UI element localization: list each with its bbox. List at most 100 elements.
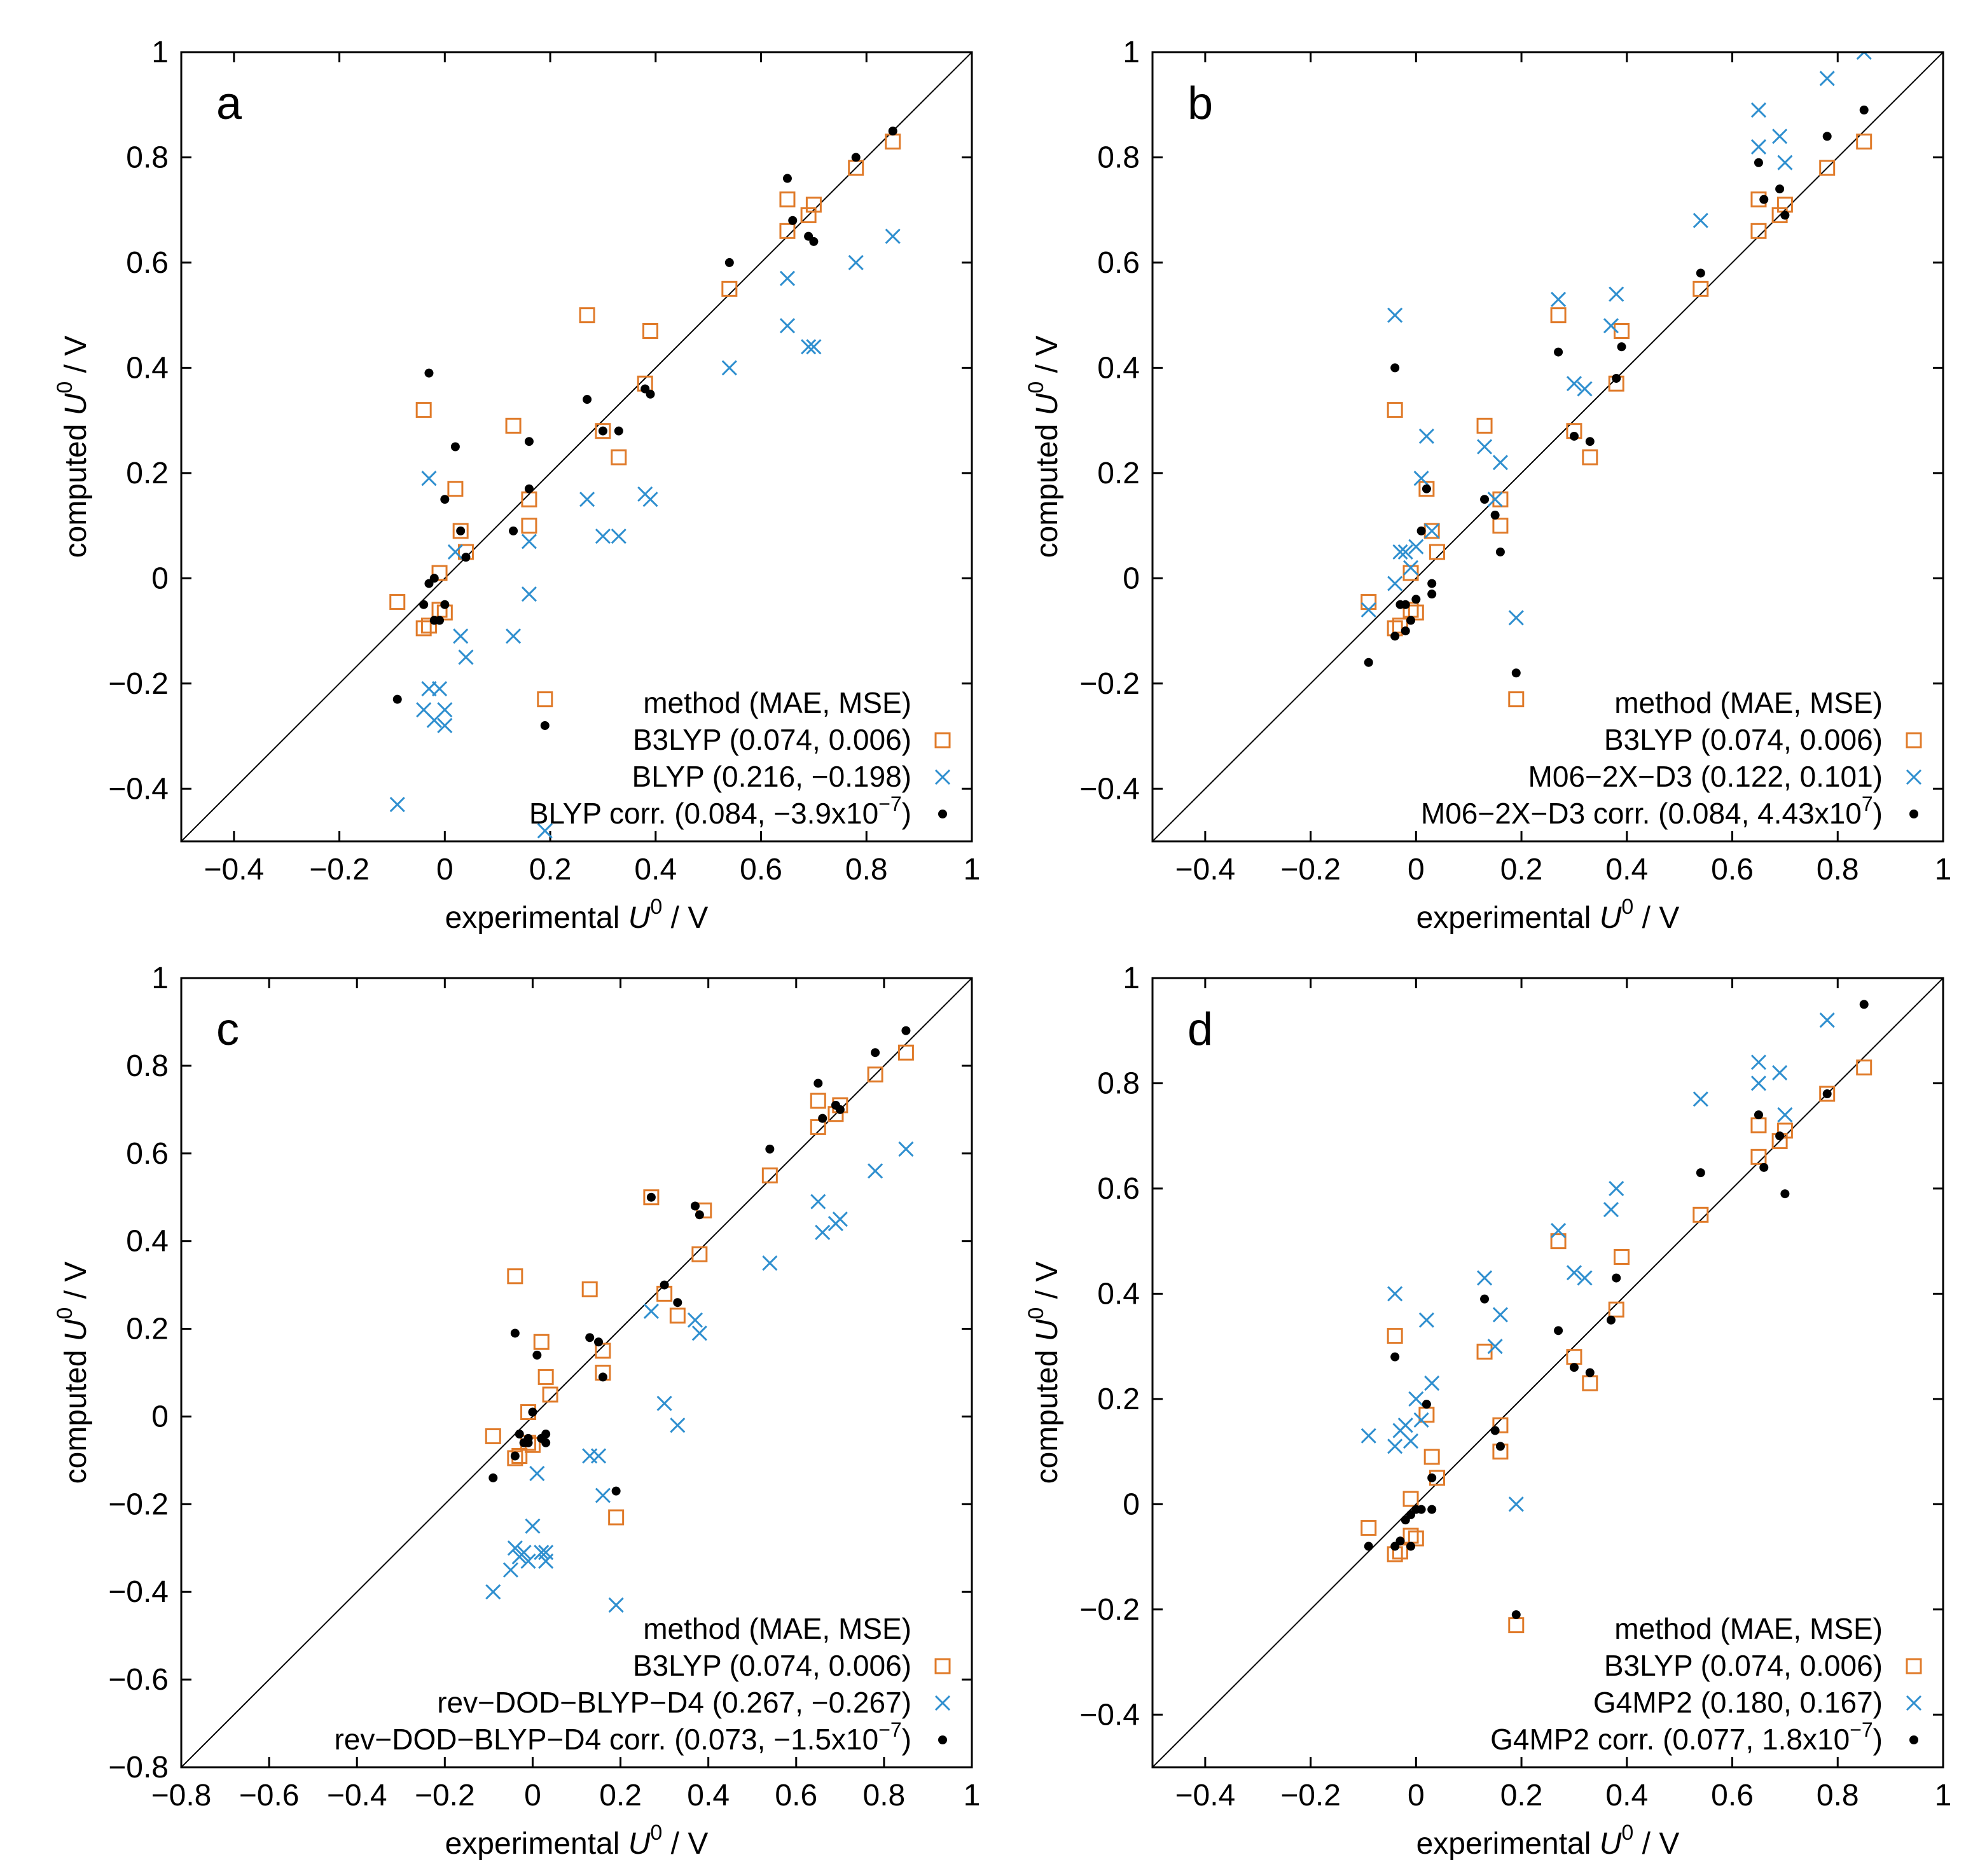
data-point-x	[1492, 455, 1508, 471]
legend-marker-square	[934, 732, 951, 748]
data-point-square	[779, 191, 796, 208]
legend-entry-label: M06−2X−D3 (0.122, 0.101)	[1528, 760, 1883, 793]
legend-entry-label: B3LYP (0.074, 0.006)	[1604, 1649, 1883, 1682]
data-point-dot	[1364, 658, 1373, 667]
data-point-x	[1397, 544, 1413, 560]
legend-entry-label: B3LYP (0.074, 0.006)	[633, 723, 911, 756]
legend-title: method (MAE, MSE)	[1614, 686, 1883, 719]
data-point-dot	[1364, 1541, 1373, 1551]
data-point-x	[1424, 523, 1440, 539]
data-point-square	[420, 617, 437, 634]
panel-b: −0.4 −0.2 0 0.2 0.4 0.6 0.8 1 −0.4 −0.2 0 0.2 0.4 0.6…	[1024, 36, 1951, 935]
data-point-dot	[1585, 437, 1595, 446]
data-point-x	[762, 1255, 778, 1271]
panel-d: −0.4 −0.2 0 0.2 0.4 0.6 0.8 1 −0.4 −0.2 0 0.2 0.4 0.6…	[1024, 962, 1951, 1861]
y-tick-label: 0.6	[126, 1137, 169, 1171]
data-point-x	[1418, 428, 1434, 445]
data-point-x	[1772, 1065, 1788, 1080]
y-tick-label: 0.6	[1097, 246, 1140, 280]
legend: method (MAE, MSE) B3LYP (0.074, 0.006) M06…	[1421, 686, 1922, 830]
data-point-x	[643, 1303, 659, 1320]
data-point-x	[1360, 602, 1376, 618]
diagonal-line	[1153, 52, 1943, 841]
data-point-dot	[818, 1114, 827, 1123]
data-point-dot	[1406, 616, 1416, 625]
data-point-dot	[851, 153, 861, 162]
legend: method (MAE, MSE) B3LYP (0.074, 0.006) BLY…	[529, 686, 951, 830]
data-point-x	[1750, 102, 1767, 118]
data-point-dot	[515, 1430, 524, 1439]
data-point-square	[761, 1167, 778, 1183]
legend-entry-label: B3LYP (0.074, 0.006)	[633, 1649, 911, 1682]
x-tick-label: 0.2	[599, 1779, 642, 1812]
data-point-x	[1603, 318, 1619, 334]
x-tick-label: 0	[436, 853, 453, 886]
series-square	[1360, 1059, 1873, 1634]
data-point-dot	[1554, 347, 1563, 357]
data-point-dot	[1696, 268, 1705, 278]
data-point-dot	[1390, 363, 1400, 373]
data-point-x	[1750, 1054, 1767, 1070]
y-tick-label: 0.4	[126, 1225, 169, 1259]
data-point-dot	[765, 1144, 775, 1154]
x-tick-label: 0.2	[529, 853, 572, 886]
data-point-square	[1508, 691, 1525, 708]
data-point-dot	[690, 1201, 700, 1211]
data-point-square	[1402, 1491, 1419, 1507]
data-point-dot	[1775, 184, 1785, 194]
legend-marker-x	[934, 769, 951, 785]
data-point-x	[1402, 560, 1419, 576]
x-tick-label: 0	[524, 1779, 541, 1812]
legend-marker-square	[934, 1658, 951, 1674]
data-point-dot	[1495, 1442, 1505, 1451]
data-point-square	[1387, 402, 1403, 418]
data-point-x	[1856, 52, 1872, 60]
data-point-dot	[1612, 1273, 1621, 1283]
data-point-dot	[724, 258, 734, 267]
data-point-dot	[782, 174, 792, 183]
legend-entry-label: G4MP2 (0.180, 0.167)	[1593, 1686, 1883, 1719]
data-point-dot	[1401, 626, 1410, 636]
plot-frame	[1151, 977, 1944, 1769]
data-point-dot	[585, 1333, 595, 1342]
legend-entry-label: BLYP corr. (0.084, −3.9x10−7)	[529, 792, 911, 830]
data-point-dot	[1754, 158, 1763, 167]
data-point-dot	[1416, 526, 1426, 535]
data-point-dot	[1775, 1131, 1785, 1141]
data-point-x	[1413, 471, 1429, 486]
data-point-x	[595, 1487, 611, 1503]
data-point-x	[534, 1545, 550, 1561]
y-tick-label: 0.6	[126, 246, 169, 280]
data-point-x	[538, 1545, 554, 1561]
data-point-square	[1423, 1449, 1440, 1465]
y-tick-label: −0.4	[108, 1575, 169, 1609]
data-point-x	[801, 339, 817, 355]
data-point-square	[1608, 1301, 1624, 1318]
data-point-square	[542, 1386, 558, 1403]
data-point-x	[520, 1553, 536, 1569]
series-square	[1360, 134, 1873, 708]
series-square	[389, 134, 901, 708]
data-point-square	[1408, 604, 1424, 621]
data-point-dot	[1617, 342, 1626, 352]
data-point-x	[1693, 212, 1708, 228]
data-point-square	[608, 1509, 625, 1526]
data-point-x	[521, 534, 537, 549]
data-point-square	[810, 1119, 826, 1135]
data-point-square	[507, 1268, 523, 1285]
data-point-square	[1476, 1343, 1493, 1360]
data-point-dot	[461, 553, 471, 562]
data-point-x	[537, 823, 553, 839]
panel-label: c	[216, 1004, 239, 1055]
data-point-square	[1614, 1248, 1630, 1265]
data-point-x	[898, 1141, 914, 1157]
data-point-square	[1360, 1520, 1377, 1536]
x-tick-label: 0.4	[1605, 1779, 1648, 1812]
y-tick-label: 1	[1123, 36, 1140, 69]
data-point-x	[505, 628, 522, 644]
data-point-dot	[1822, 132, 1832, 141]
data-point-square	[1492, 518, 1509, 534]
y-tick-label: 0.2	[1097, 457, 1140, 490]
data-point-square	[389, 594, 406, 610]
data-point-square	[1856, 1059, 1873, 1076]
